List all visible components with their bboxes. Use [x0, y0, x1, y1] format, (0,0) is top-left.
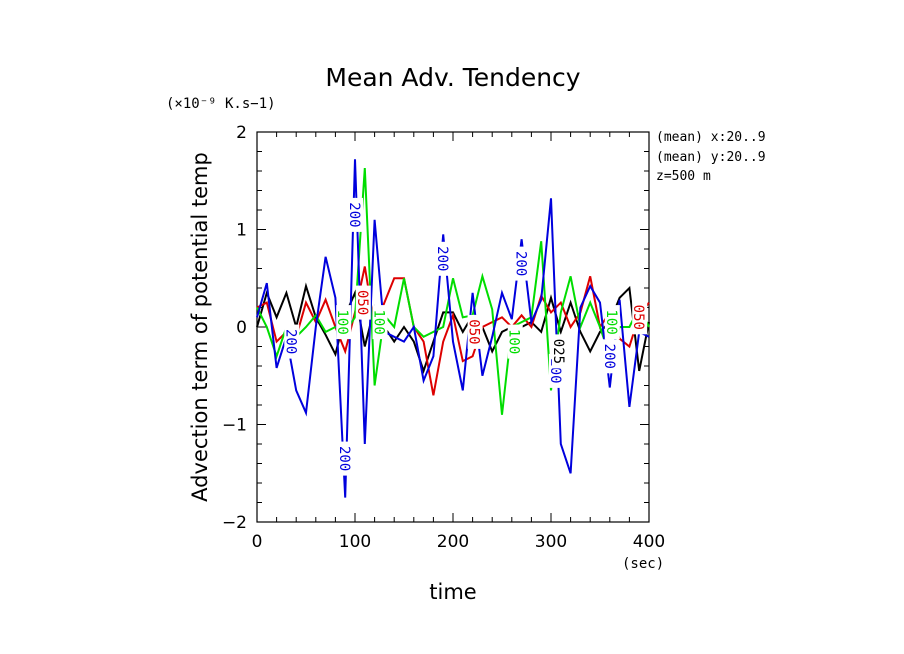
contour-label-bg: [348, 197, 363, 232]
contour-label-bg: [336, 305, 352, 340]
contour-label-bg: [372, 305, 388, 340]
contour-label: 200: [282, 324, 300, 359]
contour-label-text: 050: [630, 305, 646, 330]
series-layer: [256, 159, 650, 498]
contour-label-text: 100: [334, 309, 350, 334]
contour-label: 200: [434, 241, 452, 276]
contour-label-bg: [632, 300, 648, 335]
contour-label-text: 100: [603, 309, 619, 334]
annotation-z: z=500 m: [656, 169, 711, 184]
contour-label-text: 200: [513, 251, 529, 276]
contour-label-text: 050: [354, 290, 370, 315]
contour-label-text: 200: [601, 344, 617, 369]
contour-label: 100: [603, 305, 620, 340]
contour-label-text: 200: [336, 446, 352, 471]
contour-label-text: 200: [434, 246, 450, 271]
contour-label: 100: [506, 324, 523, 359]
contour-label-text: 100: [371, 309, 387, 334]
x-axis-label: time: [429, 580, 476, 604]
contour-label-bg: [467, 314, 483, 349]
contour-label: 200: [336, 441, 354, 476]
annotation-mean-y: (mean) y:20..9: [656, 150, 766, 165]
chart-title: Mean Adv. Tendency: [325, 63, 580, 92]
contour-label: 200: [601, 339, 618, 374]
x-unit-label: (sec): [622, 556, 664, 572]
series-line-100: [256, 168, 650, 415]
y-tick-label: −1: [222, 416, 247, 436]
y-axis-label: Advection term of potential temp: [188, 152, 212, 502]
annotation-mean-x: (mean) x:20..9: [656, 130, 766, 145]
contour-label-text: 050: [466, 319, 482, 344]
contour-label-text: 200: [282, 329, 298, 354]
contour-label-text: 025: [550, 339, 566, 364]
y-tick-label: 2: [236, 123, 247, 143]
contour-label: 050: [466, 314, 483, 349]
contour-label-bg: [355, 285, 371, 320]
axes-frame: 0 100 200 300 400 −2 −1 0 1 2: [222, 123, 665, 552]
contour-label-text: 200: [346, 202, 362, 227]
y-tick-label: 1: [236, 221, 247, 241]
contour-label-text: 100: [506, 329, 522, 354]
contour-label-bg: [507, 324, 523, 359]
contour-label-bg: [604, 305, 620, 340]
x-tick-label: 200: [437, 532, 469, 552]
y-unit-label: (×10⁻⁹ K.s−1): [166, 96, 276, 112]
contour-label-bg: [602, 339, 618, 374]
x-tick-label: 300: [535, 532, 567, 552]
x-tick-label: 400: [633, 532, 665, 552]
contour-label-bg: [551, 334, 567, 369]
y-tick-label: −2: [222, 513, 247, 533]
contour-label-bg: [284, 324, 300, 359]
series-line-025: [256, 282, 650, 375]
contour-label-bg: [436, 241, 452, 276]
x-tick-label: 0: [252, 532, 263, 552]
x-tick-label: 100: [339, 532, 371, 552]
contour-label: 050: [630, 300, 648, 335]
contour-label: 050: [354, 285, 371, 320]
contour-label-bg: [338, 441, 354, 476]
y-tick-label: 0: [236, 318, 247, 338]
contour-label: 200: [346, 197, 363, 232]
contour-label: 100: [334, 305, 352, 340]
contour-label: 100: [371, 305, 388, 340]
contour-label: 025: [550, 334, 567, 369]
contour-label: 200: [513, 246, 530, 281]
contour-label-bg: [514, 246, 530, 281]
series-line-200: [256, 159, 650, 498]
